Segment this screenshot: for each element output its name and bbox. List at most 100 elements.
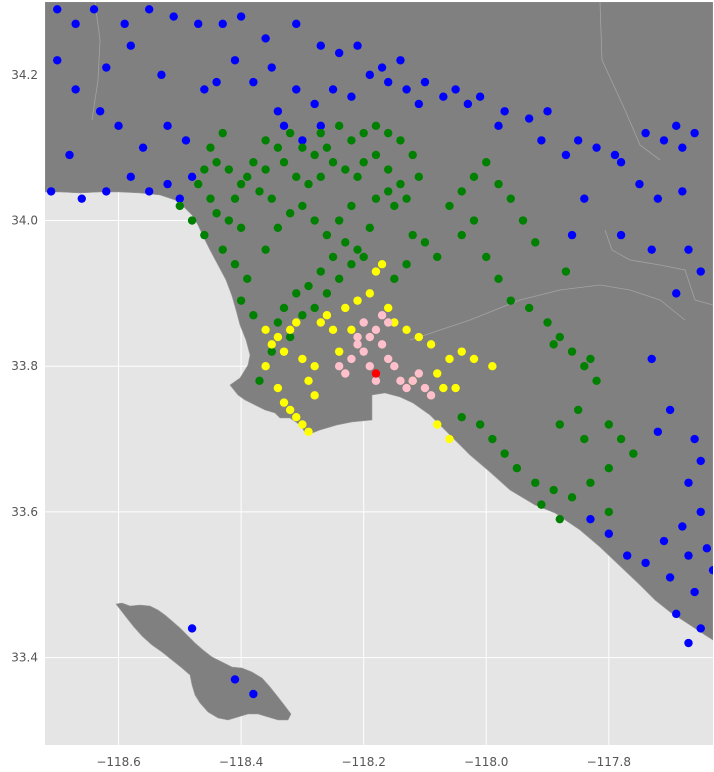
data-point <box>255 376 264 385</box>
data-point <box>71 19 80 29</box>
mainland-landmass <box>45 2 713 641</box>
data-point <box>414 172 424 182</box>
data-point <box>475 420 485 429</box>
data-point <box>383 354 393 364</box>
data-point <box>138 143 148 152</box>
data-point <box>371 376 381 385</box>
data-point <box>524 114 534 123</box>
data-point <box>187 624 197 633</box>
data-point <box>469 172 479 182</box>
data-point <box>678 187 687 196</box>
data-point <box>383 318 393 327</box>
data-point <box>383 303 393 313</box>
data-point <box>365 70 375 80</box>
data-point <box>390 318 399 327</box>
data-point <box>708 565 713 575</box>
data-point <box>102 63 111 72</box>
x-tick-label: −118.4 <box>219 755 263 769</box>
data-point <box>371 150 381 160</box>
data-point <box>273 332 283 342</box>
data-point <box>157 70 166 80</box>
data-point <box>230 194 240 203</box>
data-point <box>212 158 221 167</box>
data-point <box>616 434 626 444</box>
data-point <box>261 136 270 145</box>
data-point <box>285 128 295 138</box>
data-point <box>567 230 577 240</box>
county-boundary <box>409 284 686 341</box>
data-point <box>457 413 466 422</box>
data-point <box>543 318 552 327</box>
data-point <box>328 325 338 334</box>
data-point <box>304 179 313 189</box>
x-tick-label: −118.6 <box>96 755 140 769</box>
data-point <box>292 318 301 327</box>
data-point <box>567 493 577 502</box>
data-point <box>684 551 693 560</box>
data-point <box>402 260 411 269</box>
data-point <box>334 274 344 284</box>
data-point <box>144 187 154 196</box>
data-point <box>341 369 350 378</box>
data-point <box>200 230 209 240</box>
data-point <box>65 150 74 160</box>
data-point <box>494 121 503 131</box>
data-point <box>469 354 479 364</box>
data-point <box>322 143 332 152</box>
data-point <box>261 165 270 174</box>
data-point <box>512 463 522 473</box>
data-point <box>506 194 515 203</box>
data-point <box>672 121 681 131</box>
data-point <box>267 340 276 349</box>
data-point <box>383 165 393 174</box>
data-point <box>537 136 546 145</box>
data-point <box>439 92 448 101</box>
data-point <box>702 544 712 553</box>
data-point <box>518 216 528 225</box>
data-point <box>445 354 454 364</box>
data-point <box>328 158 338 167</box>
data-point <box>285 332 295 342</box>
data-point <box>494 179 503 189</box>
data-point <box>163 179 172 189</box>
data-point <box>641 128 650 138</box>
data-point <box>353 172 362 182</box>
data-point <box>261 245 270 254</box>
data-point <box>249 689 258 699</box>
data-point <box>414 369 424 378</box>
data-point <box>524 303 534 313</box>
data-point <box>212 77 221 87</box>
data-point <box>365 362 375 371</box>
data-point <box>298 354 307 364</box>
data-point <box>279 121 289 131</box>
data-point <box>647 245 656 254</box>
data-point <box>279 347 289 356</box>
catalina-island <box>115 602 292 721</box>
data-point <box>383 128 393 138</box>
data-point <box>243 274 252 284</box>
data-point <box>279 158 289 167</box>
data-point <box>316 172 325 182</box>
data-point <box>126 41 135 50</box>
data-point <box>89 5 99 14</box>
data-point <box>187 216 197 225</box>
data-point <box>347 136 356 145</box>
marker-series <box>334 311 436 400</box>
data-point <box>175 201 185 211</box>
data-point <box>641 558 650 568</box>
data-point <box>230 260 240 269</box>
data-point <box>328 85 338 94</box>
data-point <box>255 187 264 196</box>
data-point <box>77 194 86 203</box>
data-point <box>236 296 246 305</box>
data-point <box>678 522 687 531</box>
data-point <box>316 41 325 50</box>
data-point <box>377 340 387 349</box>
data-point <box>567 347 577 356</box>
data-point <box>359 128 368 138</box>
data-point <box>561 150 571 160</box>
y-tick-label: 34.2 <box>11 68 38 82</box>
data-point <box>690 587 699 597</box>
data-point <box>482 158 491 167</box>
data-point <box>390 362 399 371</box>
